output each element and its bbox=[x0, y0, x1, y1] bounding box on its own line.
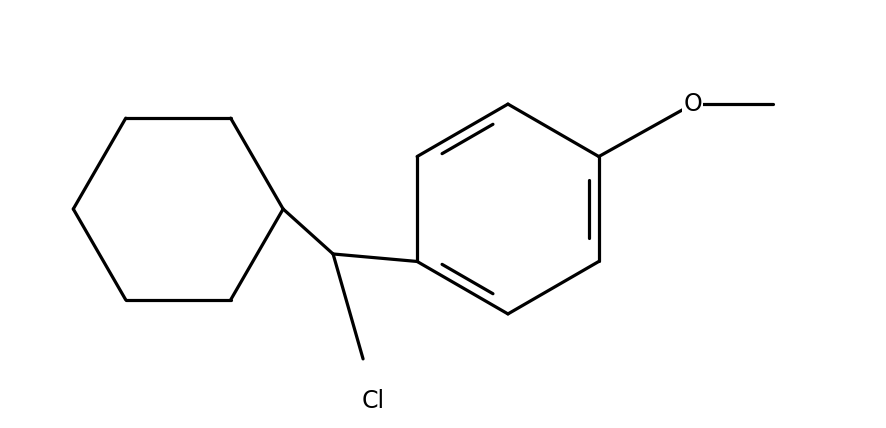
Text: O: O bbox=[683, 92, 703, 116]
Text: Cl: Cl bbox=[361, 389, 385, 413]
